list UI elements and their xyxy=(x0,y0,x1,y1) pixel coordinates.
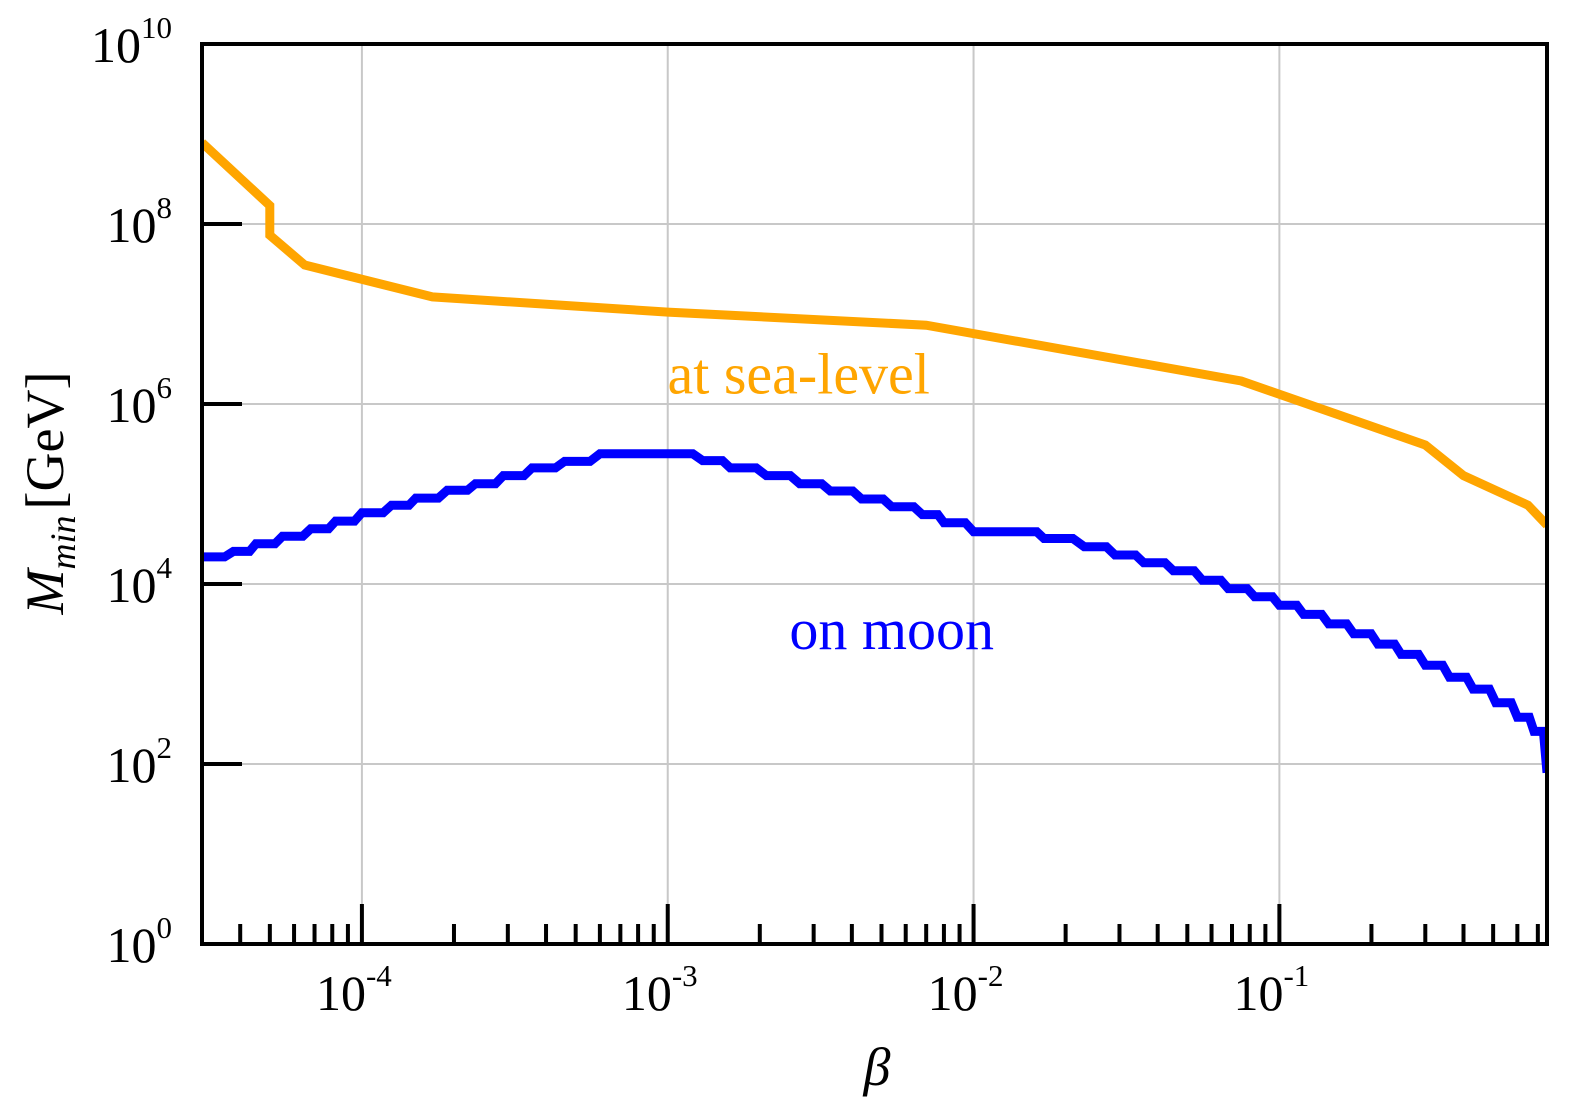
y-tick-label: 102 xyxy=(107,730,173,793)
y-axis-title-main: M xyxy=(15,566,75,615)
y-tick-label: 106 xyxy=(107,370,173,433)
y-axis-title-unit: [GeV] xyxy=(15,372,75,510)
x-tick-label: 10-4 xyxy=(316,958,392,1021)
y-axis-title-sub: min xyxy=(43,515,83,569)
x-tick-label: 10-1 xyxy=(1233,958,1309,1021)
annot-layer: at sea-level on moon xyxy=(667,342,994,662)
at-sea-level-line xyxy=(202,139,1547,529)
y-tick-label: 100 xyxy=(107,910,173,973)
x-tick-label: 10-3 xyxy=(622,958,698,1021)
plot-frame xyxy=(200,42,1549,946)
svg-text:Mmin[GeV]: Mmin [GeV] xyxy=(15,372,83,616)
x-tick-label: 10-2 xyxy=(928,958,1004,1021)
y-tick-label: 1010 xyxy=(91,10,172,73)
y-axis-title: Mmin [GeV] xyxy=(15,372,83,616)
series-layer xyxy=(202,139,1547,774)
y-tick-label: 108 xyxy=(107,190,173,253)
y-tick-label: 104 xyxy=(107,550,173,613)
grid-layer xyxy=(202,44,1547,944)
x-axis-title: β xyxy=(863,1037,891,1097)
annotation-label: at sea-level xyxy=(667,342,929,407)
tick-layer xyxy=(200,222,1540,944)
label-layer: 10-4 10-3 10-2 10-1 100 102 104 106 108 1010 xyxy=(91,10,1309,1021)
annotation-label: on moon xyxy=(789,597,994,662)
on-moon-line xyxy=(202,449,1547,774)
